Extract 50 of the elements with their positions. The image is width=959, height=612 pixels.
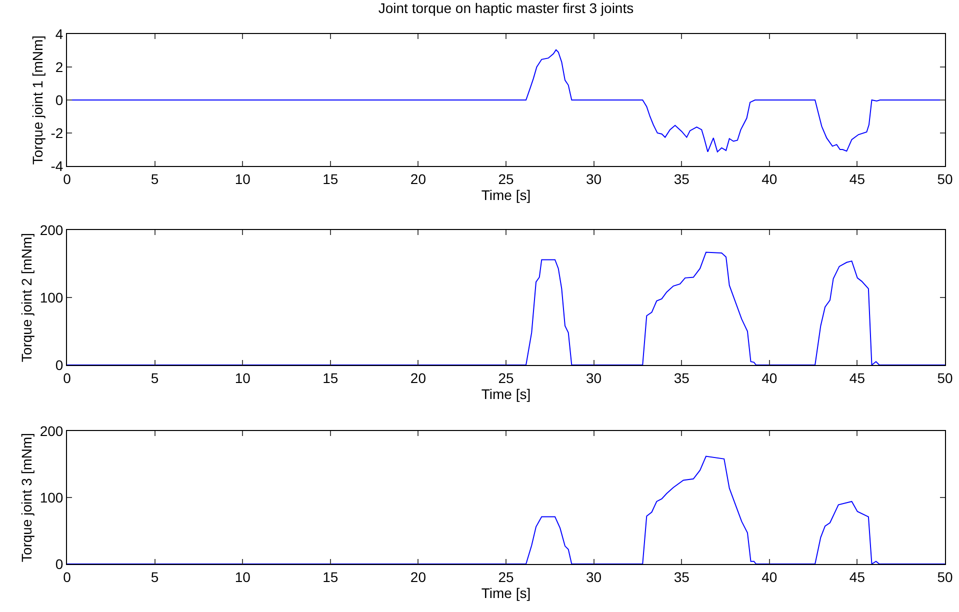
x-tick-label: 45 xyxy=(849,568,866,585)
x-tick-label: 25 xyxy=(498,170,514,187)
chart-title: Joint torque on haptic master first 3 joints xyxy=(378,0,634,16)
x-tick-label: 5 xyxy=(150,370,159,386)
y-axis-title: Torque joint 1 [mNm] xyxy=(29,35,46,165)
x-tick-label: 35 xyxy=(674,170,690,187)
x-axis-title: Time [s] xyxy=(481,186,531,203)
x-tick-label: 10 xyxy=(234,568,251,585)
x-tick-label: 20 xyxy=(410,568,426,585)
x-tick-label: 5 xyxy=(150,170,159,187)
x-tick-label: 20 xyxy=(410,370,426,386)
x-tick-label: 50 xyxy=(937,370,953,386)
x-tick-label: 35 xyxy=(674,568,690,585)
y-tick-label: 100 xyxy=(40,289,64,306)
x-tick-label: 30 xyxy=(586,370,602,386)
y-tick-label: 0 xyxy=(55,556,64,572)
x-tick-label: 40 xyxy=(762,170,778,187)
x-axis-title: Time [s] xyxy=(481,584,531,601)
y-tick-label: 0 xyxy=(55,92,64,108)
y-axis-title: Torque joint 3 [mNm] xyxy=(18,432,34,562)
y-tick-label: 4 xyxy=(55,26,64,42)
x-tick-label: 10 xyxy=(234,370,251,386)
y-axis-title: Torque joint 2 [mNm] xyxy=(18,232,34,362)
x-tick-label: 50 xyxy=(937,170,953,187)
x-tick-label: 40 xyxy=(762,370,778,386)
x-tick-label: 20 xyxy=(410,170,426,187)
x-tick-label: 5 xyxy=(150,568,159,585)
y-tick-label: 2 xyxy=(55,58,64,75)
x-tick-label: 15 xyxy=(322,170,338,187)
y-tick-label: 100 xyxy=(40,489,64,506)
x-tick-label: 30 xyxy=(586,170,602,187)
x-tick-label: 25 xyxy=(498,568,514,585)
y-tick-label: -4 xyxy=(50,158,64,174)
x-tick-label: 15 xyxy=(322,568,338,585)
line-series xyxy=(67,456,945,564)
y-tick-label: 200 xyxy=(40,422,64,439)
x-tick-label: 45 xyxy=(849,370,866,386)
y-tick-label: -2 xyxy=(50,124,64,141)
y-tick-label: 200 xyxy=(40,222,64,238)
x-tick-label: 40 xyxy=(762,568,778,585)
x-tick-label: 10 xyxy=(234,170,251,187)
x-tick-label: 15 xyxy=(322,370,338,386)
x-tick-label: 30 xyxy=(586,568,602,585)
x-tick-label: 35 xyxy=(674,370,690,386)
line-series xyxy=(67,252,945,365)
x-tick-label: 50 xyxy=(937,568,953,585)
y-tick-label: 0 xyxy=(55,356,64,373)
x-axis-title: Time [s] xyxy=(481,386,531,402)
x-tick-label: 25 xyxy=(498,370,514,386)
x-tick-label: 45 xyxy=(849,170,866,187)
